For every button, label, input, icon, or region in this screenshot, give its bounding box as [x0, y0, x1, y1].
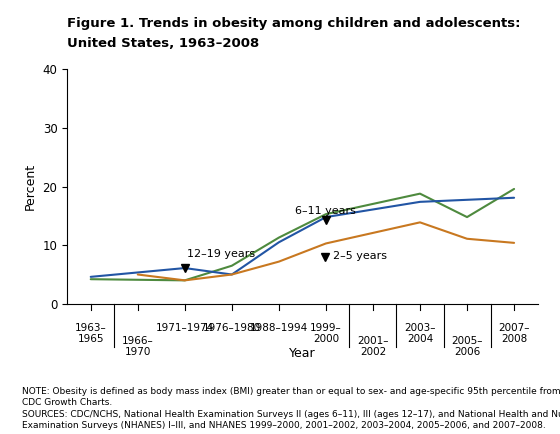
Text: 1971–1974: 1971–1974 [156, 323, 214, 333]
Text: Figure 1. Trends in obesity among children and adolescents:: Figure 1. Trends in obesity among childr… [67, 17, 521, 30]
Text: NOTE: Obesity is defined as body mass index (BMI) greater than or equal to sex- : NOTE: Obesity is defined as body mass in… [22, 388, 560, 430]
Text: 2–5 years: 2–5 years [333, 251, 387, 261]
Text: Year: Year [289, 347, 316, 360]
Y-axis label: Percent: Percent [24, 163, 37, 210]
Text: 2003–
2004: 2003– 2004 [404, 323, 436, 344]
Text: 2005–
2006: 2005– 2006 [451, 336, 483, 357]
Text: 12–19 years: 12–19 years [187, 249, 255, 259]
Text: 1999–
2000: 1999– 2000 [310, 323, 342, 344]
Text: 1966–
1970: 1966– 1970 [122, 336, 153, 357]
Text: United States, 1963–2008: United States, 1963–2008 [67, 37, 259, 50]
Text: 6–11 years: 6–11 years [295, 206, 356, 216]
Text: 1963–
1965: 1963– 1965 [75, 323, 106, 344]
Text: 2001–
2002: 2001– 2002 [357, 336, 389, 357]
Text: 1988–1994: 1988–1994 [250, 323, 308, 333]
Text: 2007–
2008: 2007– 2008 [498, 323, 530, 344]
Text: 1976–1980: 1976–1980 [203, 323, 261, 333]
